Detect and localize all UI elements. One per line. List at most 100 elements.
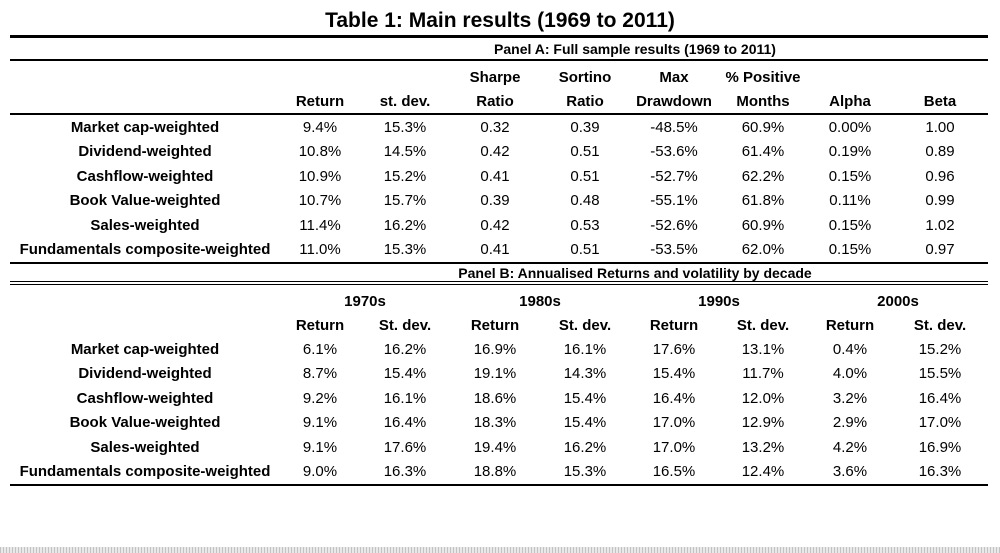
- cell-value: 60.9%: [741, 216, 785, 234]
- panel-b-subheader-row: Return St. dev. Return St. dev. Return S…: [10, 313, 988, 337]
- table-row: Dividend-weighted 10.8% 14.5% 0.42 0.51 -53.6…: [10, 140, 988, 165]
- panel-b-label-row: Panel B: Annualised Returns and volatili…: [0, 264, 1000, 281]
- cell-value: 10.8%: [298, 143, 342, 161]
- column-header: [10, 285, 280, 313]
- cell-value: 15.4%: [652, 365, 696, 383]
- panel-b-table: 1970s 1980s 1990s 2000s Return St. dev. …: [10, 285, 988, 484]
- column-header-positive: % Positive: [725, 69, 801, 86]
- cell-value: 0.89: [925, 143, 955, 161]
- table-row: Sales-weighted 9.1% 17.6% 19.4% 16.2% 17.0% 13…: [10, 435, 988, 460]
- cell-value: 15.3%: [383, 241, 427, 259]
- cell-value: 16.2%: [383, 340, 427, 358]
- column-header-stdev: St. dev.: [913, 316, 967, 334]
- cell-value: 9.1%: [302, 438, 338, 456]
- cell-value: 0.15%: [828, 216, 872, 234]
- panel-b-header: 1970s 1980s 1990s 2000s Return St. dev. …: [10, 285, 988, 337]
- cell-value: 16.3%: [918, 463, 962, 481]
- column-header-beta: Beta: [892, 89, 988, 115]
- cell-value: 17.6%: [652, 340, 696, 358]
- row-label: Market cap-weighted: [70, 118, 220, 136]
- cell-value: 16.2%: [383, 216, 427, 234]
- column-header: [892, 61, 988, 89]
- column-header-return: Return: [280, 89, 360, 115]
- cell-value: 15.7%: [383, 192, 427, 210]
- column-header: [808, 61, 892, 89]
- cell-value: 9.0%: [302, 463, 338, 481]
- cell-value: 17.6%: [383, 438, 427, 456]
- table-row: Market cap-weighted 9.4% 15.3% 0.32 0.39 -48.…: [10, 114, 988, 140]
- title-rule: [10, 35, 988, 38]
- decade-header-1970s: 1970s: [344, 293, 386, 310]
- row-label: Sales-weighted: [90, 438, 200, 456]
- table-bottom-rule: [10, 484, 988, 486]
- table-row: Sales-weighted 11.4% 16.2% 0.42 0.53 -52.6% 60…: [10, 213, 988, 238]
- table-row: Book Value-weighted 9.1% 16.4% 18.3% 15.4% 17…: [10, 411, 988, 436]
- cell-value: 62.2%: [741, 167, 785, 185]
- panel-a-body: Market cap-weighted 9.4% 15.3% 0.32 0.39 -48.…: [10, 114, 988, 262]
- cell-value: 61.4%: [741, 143, 785, 161]
- cell-value: 0.15%: [828, 241, 872, 259]
- cell-value: 15.2%: [383, 167, 427, 185]
- cell-value: 0.19%: [828, 143, 872, 161]
- row-label: Fundamentals composite-weighted: [19, 463, 271, 481]
- panel-b-body: Market cap-weighted 6.1% 16.2% 16.9% 16.1% 17…: [10, 337, 988, 484]
- cell-value: 12.4%: [741, 463, 785, 481]
- cell-value: 0.4%: [832, 340, 868, 358]
- cell-value: 11.0%: [299, 241, 341, 259]
- cell-value: 0.51: [570, 241, 600, 259]
- cell-value: 6.1%: [302, 340, 338, 358]
- cell-value: 15.2%: [918, 340, 962, 358]
- cell-value: 2.9%: [832, 414, 868, 432]
- cell-value: 0.11%: [829, 192, 871, 210]
- cell-value: 1.00: [925, 118, 955, 136]
- column-header-return: Return: [649, 316, 699, 334]
- row-label: Cashflow-weighted: [76, 389, 214, 407]
- table-title: Table 1: Main results (1969 to 2011): [325, 9, 675, 32]
- panel-a-table: Sharpe Sortino Max % Positive Return st.…: [10, 61, 988, 262]
- cell-value: 18.6%: [473, 389, 517, 407]
- cell-value: 62.0%: [741, 241, 785, 259]
- cell-value: 16.1%: [383, 389, 427, 407]
- row-label: Sales-weighted: [90, 216, 200, 234]
- column-header: [10, 61, 280, 89]
- table-row: Fundamentals composite-weighted 9.0% 16.3%…: [10, 460, 988, 485]
- row-label: Fundamentals composite-weighted: [19, 241, 271, 259]
- cell-value: 13.2%: [741, 438, 785, 456]
- cell-value: 15.3%: [563, 463, 607, 481]
- cell-value: 12.9%: [741, 414, 785, 432]
- column-header-max: Max: [659, 69, 689, 86]
- cell-value: 8.7%: [302, 365, 338, 383]
- decade-header-2000s: 2000s: [877, 293, 919, 310]
- cell-value: 0.51: [570, 143, 600, 161]
- cell-value: 1.02: [925, 216, 955, 234]
- column-header-return: Return: [295, 316, 345, 334]
- cell-value: 0.41: [480, 167, 510, 185]
- cell-value: 19.4%: [473, 438, 517, 456]
- row-label: Book Value-weighted: [69, 192, 221, 210]
- column-header-stdev: St. dev.: [378, 316, 432, 334]
- column-header-sharpe-ratio: Ratio: [450, 89, 540, 115]
- cell-value: 3.6%: [832, 463, 868, 481]
- row-label: Dividend-weighted: [78, 365, 212, 383]
- column-header-return: Return: [470, 316, 520, 334]
- cell-value: 17.0%: [918, 414, 962, 432]
- table-row: Cashflow-weighted 9.2% 16.1% 18.6% 15.4% 16.4…: [10, 386, 988, 411]
- cell-value: 15.5%: [918, 365, 962, 383]
- cell-value: 18.8%: [473, 463, 517, 481]
- cell-value: 17.0%: [652, 414, 696, 432]
- cell-value: 0.48: [570, 192, 600, 210]
- column-header-sharpe: Sharpe: [469, 69, 521, 86]
- cell-value: 61.8%: [741, 192, 785, 210]
- column-header-months: Months: [718, 89, 808, 115]
- row-label: Dividend-weighted: [78, 143, 212, 161]
- cell-value: 11.4%: [299, 216, 341, 234]
- notes-text: Notes: The returns presented in column 2…: [12, 501, 988, 553]
- cell-value: 16.2%: [563, 438, 607, 456]
- cell-value: 9.4%: [302, 118, 338, 136]
- table-row: Fundamentals composite-weighted 11.0% 15.3…: [10, 238, 988, 263]
- panel-a-label-row: Panel A: Full sample results (1969 to 20…: [0, 38, 1000, 59]
- cell-value: 0.39: [480, 192, 510, 210]
- cell-value: 11.7%: [742, 365, 784, 383]
- cell-value: 10.9%: [298, 167, 342, 185]
